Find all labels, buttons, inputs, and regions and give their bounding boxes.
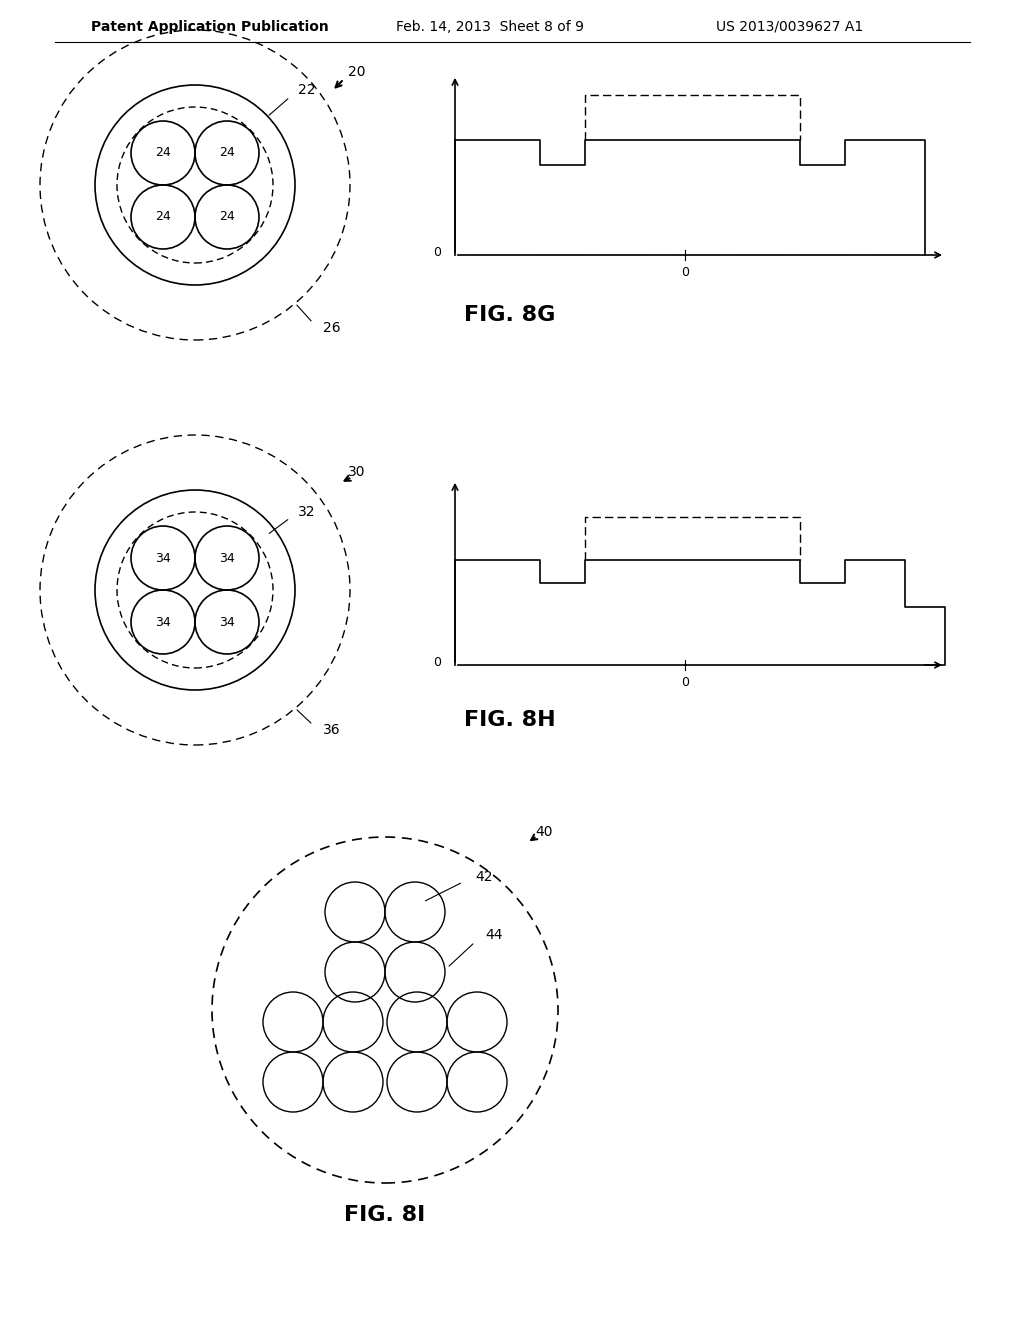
Text: 34: 34 [155, 552, 171, 565]
Text: 44: 44 [485, 928, 503, 942]
Text: 0: 0 [433, 247, 441, 260]
Text: 30: 30 [348, 465, 366, 479]
Text: 0: 0 [681, 267, 689, 280]
Text: 24: 24 [155, 210, 171, 223]
Text: 34: 34 [219, 552, 234, 565]
Text: 0: 0 [681, 676, 689, 689]
Text: 24: 24 [155, 147, 171, 160]
Text: 34: 34 [155, 615, 171, 628]
Text: 26: 26 [323, 321, 341, 335]
Text: 34: 34 [219, 615, 234, 628]
Text: 24: 24 [219, 147, 234, 160]
Text: 32: 32 [298, 506, 315, 519]
Text: Patent Application Publication: Patent Application Publication [91, 20, 329, 34]
Text: Feb. 14, 2013  Sheet 8 of 9: Feb. 14, 2013 Sheet 8 of 9 [396, 20, 584, 34]
Text: 40: 40 [535, 825, 553, 840]
Text: FIG. 8G: FIG. 8G [464, 305, 556, 325]
Text: US 2013/0039627 A1: US 2013/0039627 A1 [717, 20, 863, 34]
Text: 24: 24 [219, 210, 234, 223]
Text: 0: 0 [433, 656, 441, 669]
Text: 42: 42 [475, 870, 493, 884]
Text: 22: 22 [298, 83, 315, 96]
Text: 36: 36 [323, 723, 341, 737]
Text: 20: 20 [348, 65, 366, 79]
Text: FIG. 8H: FIG. 8H [464, 710, 556, 730]
Text: FIG. 8I: FIG. 8I [344, 1205, 426, 1225]
